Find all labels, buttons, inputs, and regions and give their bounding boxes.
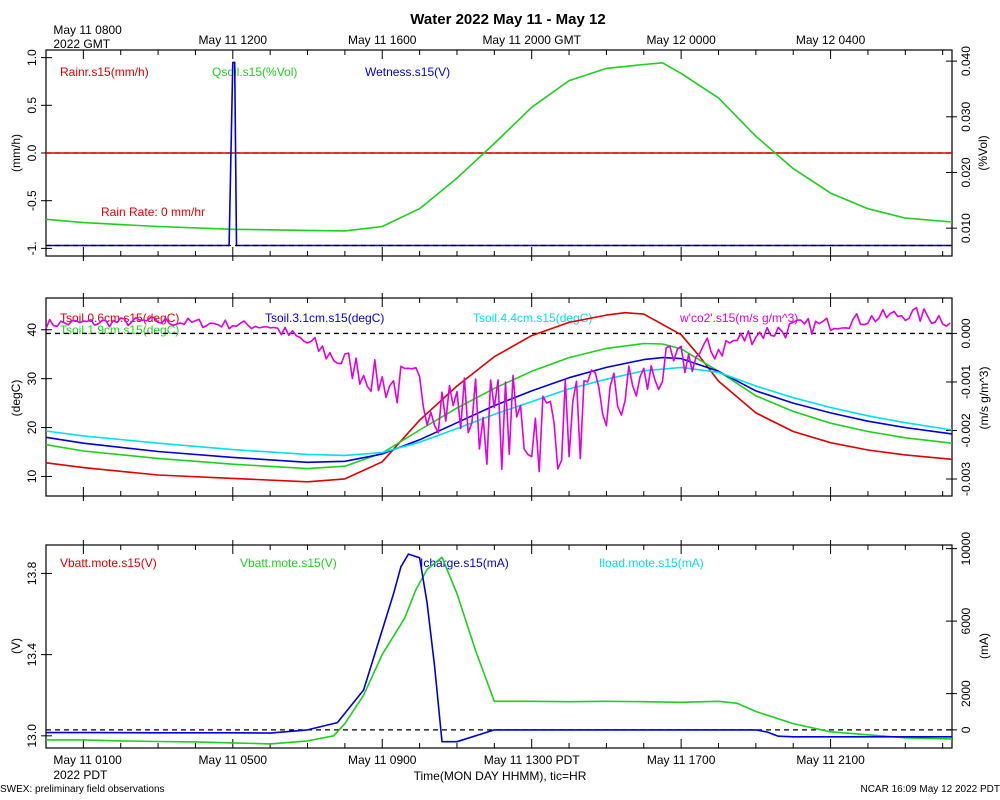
panel-3-ylabel-left: (V) [9, 638, 23, 654]
panel-1-ylabel-left: (mm/h) [9, 134, 23, 172]
legend-tsoil-3-1cm: Tsoil.3.1cm.s15(degC) [265, 311, 384, 325]
y-tick-label-right: 0 [959, 726, 973, 733]
top-time-label: May 11 1600 [348, 33, 417, 47]
y-tick-label-right: 0.020 [959, 157, 973, 187]
series-tsoil-1-9cm-s15-degc [45, 342, 953, 470]
top-time-label: May 11 2000 GMT [482, 33, 581, 47]
y-tick-label-left: 0.5 [25, 97, 39, 114]
legend-icharge: Icharge.s15(mA) [420, 556, 509, 570]
panel-2-frame [45, 297, 953, 497]
bottom-time-label-2: 2022 PDT [53, 768, 108, 782]
bottom-time-label: May 11 1300 PDT [484, 753, 580, 767]
top-time-label: May 11 0800 [53, 23, 122, 37]
bottom-time-label: May 11 0500 [199, 753, 268, 767]
y-tick-label-right: 10000 [959, 532, 973, 566]
bottom-time-label: May 11 0100 [53, 753, 122, 767]
legend-wco2: w'co2'.s15(m/s g/m^3) [679, 311, 798, 325]
top-time-label-2: 2022 GMT [53, 37, 110, 51]
legend-rainr: Rainr.s15(mm/h) [60, 65, 149, 79]
rain-rate-annotation: Rain Rate: 0 mm/hr [101, 205, 205, 219]
series-tsoil-3-1cm-s15-degc [45, 356, 953, 464]
series-tsoil-4-4cm-s15-degc [45, 366, 953, 457]
panel-2-ylabel-right: (m/s g/m^3) [977, 367, 991, 430]
y-tick-label-right: 0.030 [959, 101, 973, 131]
chart-title: Water 2022 May 11 - May 12 [410, 11, 605, 28]
bottom-time-label: May 11 0900 [348, 753, 417, 767]
bottom-time-label: May 11 2100 [796, 753, 865, 767]
y-tick-label-left: 30 [25, 372, 39, 386]
data-series [45, 61, 953, 745]
y-tick-label-left: 10 [25, 469, 39, 483]
top-time-label: May 11 1200 [199, 33, 268, 47]
bottom-time-label: May 11 1700 [647, 753, 716, 767]
x-axis-label: Time(MON DAY HHMM), tic=HR [414, 769, 587, 783]
legend-iload: Iload.mote.s15(mA) [599, 556, 704, 570]
legend-vbatt-green: Vbatt.mote.s15(V) [240, 556, 337, 570]
y-tick-label-right: -0.001 [959, 365, 973, 399]
y-tick-label-right: 0.010 [959, 213, 973, 243]
legend-qsoil: Qsoil.s15(%Vol) [212, 65, 297, 79]
panel-3-ylabel-right: (mA) [977, 633, 991, 659]
y-tick-label-left: -1. [25, 241, 39, 255]
y-tick-label-left: 13.0 [25, 724, 39, 748]
panel-1-ylabel-right: (%Vol) [976, 135, 990, 170]
y-tick-label-right: 0.000 [959, 318, 973, 348]
y-tick-label-left: -0.5 [25, 190, 39, 211]
legend-tsoil-1-9cm: Tsoil.1.9cm.s15(degC) [60, 323, 179, 337]
panel-3-frame [45, 544, 953, 749]
y-tick-label-left: 0.0 [25, 144, 39, 161]
y-tick-label-right: 0.040 [959, 46, 973, 76]
footer-left: SWEX: preliminary field observations [0, 784, 165, 795]
legend-vbatt-red: Vbatt.mote.s15(V) [60, 556, 157, 570]
legend-tsoil-4-4cm: Tsoil.4.4cm.s15(degC) [473, 311, 592, 325]
y-tick-label-left: 1.0 [25, 49, 39, 66]
series-tsoil-0-6cm-s15-degc [45, 311, 953, 483]
y-tick-label-right: -0.003 [959, 462, 973, 496]
top-time-label: May 12 0000 [646, 33, 716, 47]
panel-2-ylabel-left: (degC) [9, 380, 23, 417]
series-icharge-s15-ma [46, 553, 952, 743]
top-time-label: May 12 0400 [796, 33, 866, 47]
legend-wetness: Wetness.s15(V) [365, 65, 450, 79]
y-tick-label-left: 40 [25, 323, 39, 337]
y-tick-label-left: 13.4 [25, 643, 39, 667]
footer-right: NCAR 16:09 May 12 2022 PDT [860, 784, 1000, 795]
y-tick-label-left: 20 [25, 421, 39, 435]
y-tick-label-right: 2000 [959, 680, 973, 707]
y-tick-label-right: -0.002 [959, 413, 973, 447]
series-vbatt-mote-s15-v [46, 556, 953, 745]
series-qsoil-s15-vol [45, 62, 953, 232]
y-tick-label-left: 13.8 [25, 561, 39, 585]
series-w-co2-s15-m-s-g-m-3 [45, 306, 951, 473]
y-tick-label-right: 6000 [959, 607, 973, 634]
